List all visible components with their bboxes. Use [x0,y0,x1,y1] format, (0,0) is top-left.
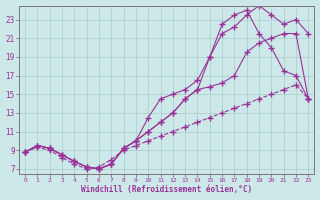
X-axis label: Windchill (Refroidissement éolien,°C): Windchill (Refroidissement éolien,°C) [81,185,252,194]
